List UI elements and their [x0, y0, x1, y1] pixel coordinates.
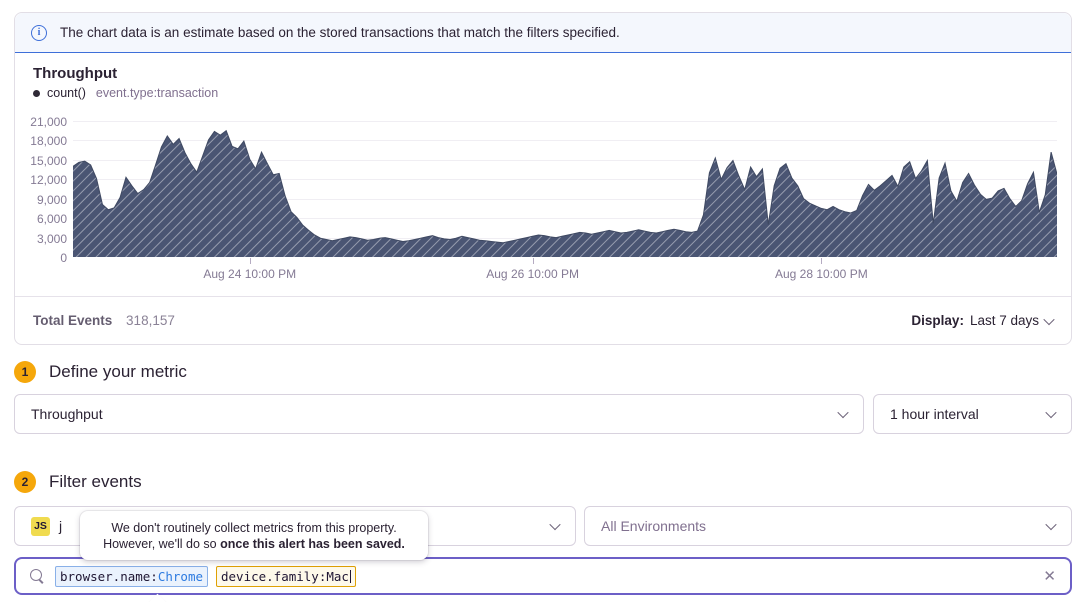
legend-dot-icon [33, 89, 40, 97]
x-axis: Aug 24 10:00 PM Aug 26 10:00 PM Aug 28 10:… [73, 257, 1057, 297]
display-period-dropdown[interactable]: Display: Last 7 days [911, 313, 1055, 328]
interval-select-value: 1 hour interval [890, 406, 979, 422]
environment-select[interactable]: All Environments [584, 506, 1072, 546]
gridline [73, 159, 1057, 161]
search-icon [30, 568, 45, 584]
legend-query-label: event.type:transaction [95, 86, 219, 100]
section-define-metric: 1 Define your metric [14, 361, 187, 383]
y-tick-label: 3,000 [36, 231, 67, 246]
metrics-warning-tooltip: We don't routinely collect metrics from … [80, 511, 428, 560]
area-chart [73, 121, 1057, 257]
y-axis: 0 3,000 6,000 9,000 12,000 15,000 18,000 21,000 [15, 115, 67, 265]
metric-select[interactable]: Throughput [14, 394, 864, 434]
total-events-value: 318,157 [126, 313, 175, 328]
throughput-area-series [73, 129, 1057, 257]
chevron-down-icon [1045, 406, 1057, 419]
gridline [73, 179, 1057, 181]
y-tick-label: 6,000 [36, 212, 67, 227]
gridline [73, 140, 1057, 142]
project-select-value: j [59, 518, 63, 534]
gridline [73, 218, 1057, 220]
y-tick-label: 0 [60, 251, 67, 265]
chart-card: i The chart data is an estimate based on… [14, 12, 1072, 345]
chevron-down-icon [549, 518, 561, 531]
step-2-badge: 2 [14, 471, 36, 493]
step-1-badge: 1 [14, 361, 36, 383]
display-value: Last 7 days [969, 313, 1039, 328]
interval-select[interactable]: 1 hour interval [873, 394, 1072, 434]
x-tick-mark [532, 258, 534, 264]
event-filter-search-input[interactable]: browser.name:Chrome device.family:Mac ✕ [14, 557, 1072, 595]
y-tick-label: 21,000 [30, 115, 67, 129]
filter-token-browser-name[interactable]: browser.name:Chrome [55, 565, 208, 587]
clear-search-icon[interactable]: ✕ [1043, 567, 1056, 585]
x-tick-label: Aug 26 10:00 PM [486, 267, 579, 281]
total-events: Total Events 318,157 [33, 313, 175, 328]
info-banner: i The chart data is an estimate based on… [15, 13, 1071, 53]
tooltip-line-1: We don't routinely collect metrics from … [111, 520, 397, 535]
display-label: Display: [911, 313, 964, 328]
x-tick-mark [249, 258, 251, 264]
y-tick-label: 15,000 [30, 153, 67, 168]
chevron-down-icon [1045, 518, 1057, 531]
tooltip-line-2: However, we'll do so once this alert has… [103, 536, 405, 551]
section-2-title: Filter events [49, 472, 142, 491]
x-tick-label: Aug 28 10:00 PM [774, 267, 868, 281]
javascript-platform-icon: JS [31, 516, 50, 536]
legend-series-label: count() [47, 86, 86, 100]
x-tick-label: Aug 24 10:00 PM [203, 267, 297, 281]
gridline [73, 121, 1057, 122]
total-events-label: Total Events [33, 313, 113, 328]
chart-card-footer: Total Events 318,157 Display: Last 7 day… [15, 296, 1071, 344]
chart-title: Throughput [33, 65, 118, 82]
section-1-title: Define your metric [49, 362, 187, 381]
chart-plot-area: 0 3,000 6,000 9,000 12,000 15,000 18,000 21,000… [15, 115, 1071, 299]
x-tick-mark [821, 258, 823, 264]
filter-token-device-family[interactable]: device.family:Mac [216, 565, 356, 587]
info-icon: i [31, 24, 47, 41]
metric-select-value: Throughput [31, 406, 103, 422]
environment-select-value: All Environments [601, 518, 707, 534]
y-tick-label: 12,000 [30, 173, 67, 188]
chevron-down-icon [1043, 313, 1055, 325]
gridline [73, 198, 1057, 200]
y-tick-label: 18,000 [30, 134, 67, 149]
chevron-down-icon [837, 406, 849, 419]
chart-legend: count() event.type:transaction [33, 86, 1053, 100]
text-cursor [349, 569, 351, 583]
y-tick-label: 9,000 [36, 192, 67, 207]
section-filter-events: 2 Filter events [14, 471, 142, 493]
info-banner-text: The chart data is an estimate based on t… [60, 25, 620, 40]
